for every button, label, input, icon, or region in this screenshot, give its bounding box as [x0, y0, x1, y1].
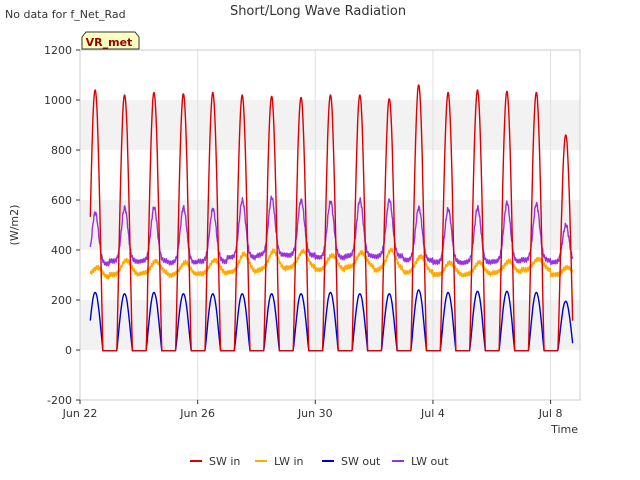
y-tick-label: 400 [51, 244, 72, 257]
grid-band [80, 300, 580, 350]
grid-band [80, 200, 580, 250]
x-tick-label: Jun 30 [297, 407, 333, 420]
series-layer [89, 84, 574, 352]
series-line-lw-in [89, 247, 574, 280]
y-tick-label: -200 [47, 394, 72, 407]
series-line-lw-out [89, 195, 574, 267]
series-line-sw-in [89, 84, 574, 352]
grid-band [80, 100, 580, 150]
legend: SW in LW in SW out LW out [190, 455, 449, 468]
x-tick-label: Jul 8 [538, 407, 563, 420]
y-axis: -200 0 200 400 600 800 1000 1200 [44, 44, 80, 407]
y-tick-label: 800 [51, 144, 72, 157]
y-tick-label: 200 [51, 294, 72, 307]
plot-frame [79, 49, 581, 401]
y-tick-label: 600 [51, 194, 72, 207]
x-axis-label: Time [550, 423, 578, 436]
legend-label: LW out [411, 455, 449, 468]
x-tick-label: Jun 22 [62, 407, 98, 420]
station-label: VR_met [86, 36, 133, 49]
legend-label: SW in [209, 455, 240, 468]
chart-title: Short/Long Wave Radiation [230, 4, 406, 19]
x-tick-label: Jun 26 [179, 407, 215, 420]
y-tick-label: 1200 [44, 44, 72, 57]
grid-band [80, 150, 580, 200]
grid-band [80, 350, 580, 400]
y-tick-label: 0 [65, 344, 72, 357]
no-data-note: No data for f_Net_Rad [5, 8, 126, 21]
legend-label: LW in [274, 455, 304, 468]
grid-band [80, 50, 580, 100]
x-tick-label: Jul 4 [420, 407, 445, 420]
y-axis-label: (W/m2) [8, 205, 21, 246]
y-tick-label: 1000 [44, 94, 72, 107]
x-axis: Jun 22 Jun 26 Jun 30 Jul 4 Jul 8 [62, 400, 563, 420]
legend-label: SW out [341, 455, 381, 468]
station-badge: VR_met [81, 31, 140, 50]
